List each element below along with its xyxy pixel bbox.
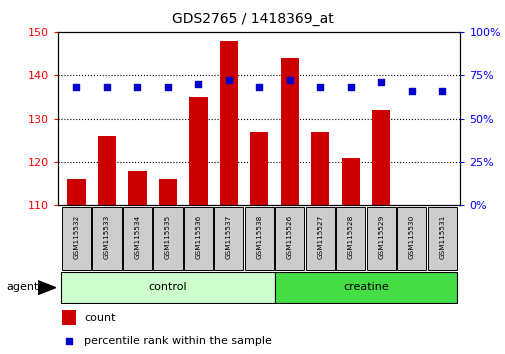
FancyBboxPatch shape [275,207,304,269]
Bar [62,310,76,325]
Point [255,85,263,90]
Text: GSM115529: GSM115529 [377,215,383,259]
Text: creatine: creatine [342,282,388,292]
FancyBboxPatch shape [335,207,365,269]
Text: GSM115532: GSM115532 [73,215,79,259]
Point [316,85,324,90]
Text: control: control [148,282,187,292]
Text: GSM115537: GSM115537 [225,215,231,259]
Text: GSM115530: GSM115530 [408,215,414,259]
Point [437,88,445,94]
Text: GSM115538: GSM115538 [256,215,262,259]
FancyBboxPatch shape [396,207,426,269]
Bar [159,179,177,205]
Bar [341,158,359,205]
Bar [97,136,116,205]
Bar [371,110,389,205]
FancyBboxPatch shape [123,207,152,269]
FancyBboxPatch shape [366,207,395,269]
FancyBboxPatch shape [62,207,91,269]
Point [164,85,172,90]
Text: GSM115531: GSM115531 [438,215,444,259]
FancyBboxPatch shape [61,273,274,303]
FancyBboxPatch shape [244,207,273,269]
Text: GSM115528: GSM115528 [347,215,353,259]
Point [133,85,141,90]
Point [407,88,415,94]
Point [65,338,73,343]
Point [285,78,293,83]
Text: count: count [84,313,116,323]
FancyBboxPatch shape [153,207,182,269]
Text: agent: agent [6,282,38,292]
FancyBboxPatch shape [305,207,334,269]
Bar [249,132,268,205]
Point [224,78,232,83]
Point [72,85,80,90]
Text: GSM115527: GSM115527 [317,215,323,259]
Text: GSM115535: GSM115535 [165,215,171,259]
Point [376,79,384,85]
FancyBboxPatch shape [214,207,243,269]
Point [194,81,202,87]
Bar [189,97,207,205]
Bar [219,40,237,205]
FancyBboxPatch shape [274,273,457,303]
Polygon shape [38,281,56,295]
FancyBboxPatch shape [427,207,456,269]
Text: GDS2765 / 1418369_at: GDS2765 / 1418369_at [172,12,333,27]
Point [103,85,111,90]
Bar [311,132,329,205]
Bar [128,171,146,205]
Bar [67,179,85,205]
Point [346,85,354,90]
Text: GSM115526: GSM115526 [286,215,292,259]
Text: GSM115534: GSM115534 [134,215,140,259]
Bar [280,58,298,205]
FancyBboxPatch shape [92,207,121,269]
Text: percentile rank within the sample: percentile rank within the sample [84,336,272,346]
FancyBboxPatch shape [183,207,213,269]
Text: GSM115533: GSM115533 [104,215,110,259]
Text: GSM115536: GSM115536 [195,215,201,259]
